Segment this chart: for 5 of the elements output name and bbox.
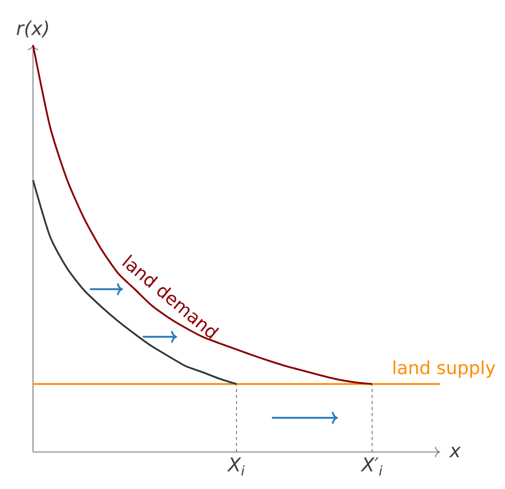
x-tick-label: X′$_{i}$ xyxy=(360,458,382,476)
y-axis-title: r(x) xyxy=(16,20,48,38)
x-axis-title: x xyxy=(449,446,461,458)
series-label: land supply xyxy=(394,360,496,378)
x-tick-label: X$_{i}$ xyxy=(227,458,245,476)
